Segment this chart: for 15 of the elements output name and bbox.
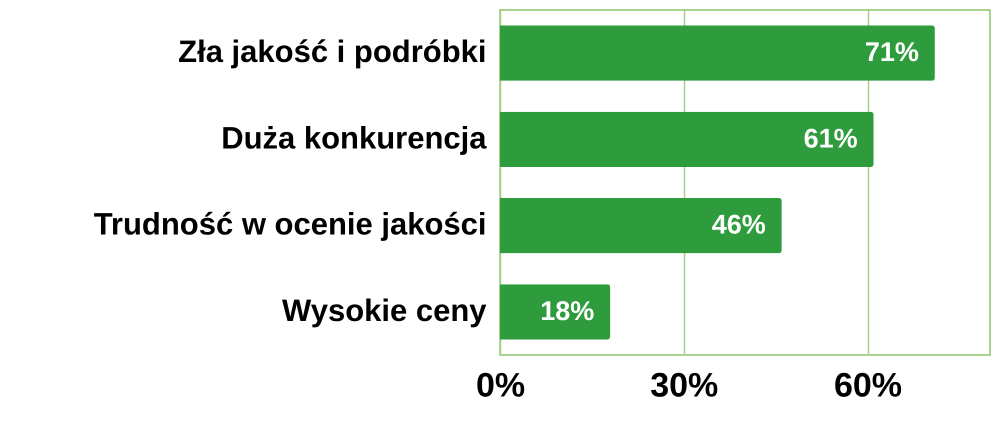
data-label: 61% <box>804 123 858 154</box>
y-tick-label: Trudność w ocenie jakości <box>94 206 486 242</box>
x-tick-label: 30% <box>650 366 718 404</box>
data-label: 71% <box>864 37 919 68</box>
data-label: 46% <box>712 210 766 240</box>
bar <box>500 198 782 254</box>
data-label: 18% <box>540 296 594 326</box>
x-tick-label: 60% <box>834 366 902 404</box>
y-tick-label: Wysokie ceny <box>282 292 488 328</box>
y-tick-label: Zła jakość i podróbki <box>178 34 486 70</box>
y-tick-label: Duża konkurencja <box>221 120 488 156</box>
bar <box>500 284 610 340</box>
bar <box>500 26 935 81</box>
bar <box>500 112 874 167</box>
x-tick-label: 0% <box>476 366 526 404</box>
